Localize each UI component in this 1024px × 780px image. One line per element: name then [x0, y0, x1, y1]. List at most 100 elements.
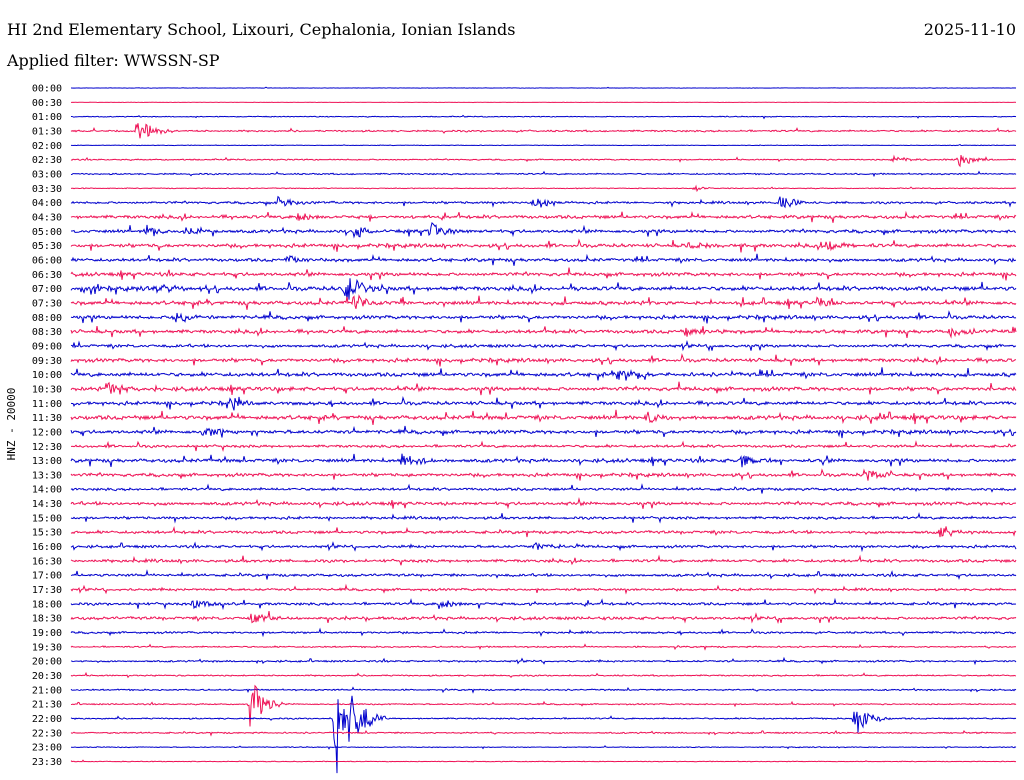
row-time-label: 00:00 [32, 84, 62, 95]
row-time-label: 19:00 [32, 628, 62, 639]
row-time-label: 22:30 [32, 728, 62, 739]
trace-line-1000 [70, 367, 1017, 381]
trace-line-2030 [70, 671, 1017, 679]
row-time-label: 16:00 [32, 542, 62, 553]
trace-line-1100 [70, 396, 1017, 411]
row-time-label: 07:30 [32, 298, 62, 309]
trace-line-2300 [70, 745, 1017, 750]
row-time-label: 03:30 [32, 184, 62, 195]
trace-line-1700 [70, 569, 1017, 580]
trace-line-1800 [70, 597, 1017, 611]
trace-line-1300 [70, 453, 1017, 468]
trace-line-1900 [70, 627, 1017, 638]
row-time-label: 11:30 [32, 413, 62, 424]
row-time-label: 09:00 [32, 341, 62, 352]
trace-line-1830 [70, 611, 1017, 624]
row-time-label: 17:00 [32, 571, 62, 582]
trace-line-1230 [70, 440, 1017, 452]
row-time-label: 21:00 [32, 685, 62, 696]
row-time-label: 07:00 [32, 284, 62, 295]
row-time-label: 04:00 [32, 198, 62, 209]
row-time-label: 03:00 [32, 169, 62, 180]
row-time-label: 05:30 [32, 241, 62, 252]
trace-line-0500 [70, 221, 1017, 239]
y-axis-label: HNZ - 20000 [5, 388, 18, 461]
trace-line-1330 [70, 468, 1017, 481]
filter-label: Applied filter: WWSSN-SP [7, 51, 220, 70]
trace-line-0100 [70, 114, 1017, 120]
row-time-label: 04:30 [32, 212, 62, 223]
row-time-label: 15:00 [32, 513, 62, 524]
row-time-label: 01:00 [32, 112, 62, 123]
trace-line-0530 [70, 238, 1017, 253]
row-time-label: 10:00 [32, 370, 62, 381]
trace-line-2130 [70, 684, 1017, 727]
trace-line-0000 [70, 86, 1017, 89]
trace-line-0700 [70, 278, 1017, 301]
row-time-label: 18:00 [32, 599, 62, 610]
row-time-label: 02:30 [32, 155, 62, 166]
trace-line-1730 [70, 583, 1017, 595]
trace-line-1530 [70, 526, 1017, 538]
row-time-label: 17:30 [32, 585, 62, 596]
trace-line-1430 [70, 497, 1017, 510]
row-time-label: 13:30 [32, 470, 62, 481]
trace-line-2330 [70, 759, 1017, 763]
trace-line-0900 [70, 339, 1017, 352]
trace-line-1200 [70, 425, 1017, 439]
chart-title: HI 2nd Elementary School, Lixouri, Cepha… [7, 20, 516, 39]
trace-line-1630 [70, 554, 1017, 566]
row-time-label: 12:00 [32, 427, 62, 438]
chart-date: 2025-11-10 [923, 20, 1016, 39]
trace-line-0630 [70, 267, 1017, 281]
row-time-label: 08:00 [32, 313, 62, 324]
row-time-label: 06:00 [32, 255, 62, 266]
trace-line-0330 [70, 184, 1017, 193]
row-time-label: 10:30 [32, 384, 62, 395]
trace-line-0300 [70, 170, 1017, 178]
row-time-label: 23:00 [32, 743, 62, 754]
row-time-label: 01:30 [32, 126, 62, 137]
row-time-label: 14:00 [32, 485, 62, 496]
trace-group [70, 86, 1017, 774]
row-time-label: 18:30 [32, 614, 62, 625]
trace-line-1600 [70, 541, 1017, 553]
row-time-label: 14:30 [32, 499, 62, 510]
row-time-label: 16:30 [32, 556, 62, 567]
trace-line-2100 [70, 686, 1017, 694]
row-time-label: 12:30 [32, 442, 62, 453]
row-time-label: 00:30 [32, 98, 62, 109]
row-time-label: 23:30 [32, 757, 62, 768]
trace-line-1930 [70, 643, 1017, 651]
trace-line-0600 [70, 253, 1017, 266]
trace-line-0230 [70, 154, 1017, 168]
row-time-label: 15:30 [32, 528, 62, 539]
row-time-label: 20:30 [32, 671, 62, 682]
trace-line-1500 [70, 512, 1017, 524]
row-time-label: 05:00 [32, 227, 62, 238]
row-time-label: 22:00 [32, 714, 62, 725]
row-time-label: 08:30 [32, 327, 62, 338]
row-time-label: 13:00 [32, 456, 62, 467]
row-time-label: 09:30 [32, 356, 62, 367]
trace-line-0800 [70, 310, 1017, 324]
row-time-label: 06:30 [32, 270, 62, 281]
trace-line-0400 [70, 195, 1017, 209]
trace-line-1130 [70, 409, 1017, 426]
trace-line-0730 [70, 294, 1017, 310]
trace-line-1030 [70, 381, 1017, 396]
row-time-label: 11:00 [32, 399, 62, 410]
row-time-label: 21:30 [32, 700, 62, 711]
trace-line-0430 [70, 210, 1017, 223]
trace-line-0200 [70, 143, 1017, 147]
row-time-label: 20:00 [32, 657, 62, 668]
trace-line-0930 [70, 353, 1017, 367]
trace-line-0830 [70, 325, 1017, 339]
trace-line-0130 [70, 123, 1017, 139]
row-time-label: 02:00 [32, 141, 62, 152]
trace-line-2000 [70, 656, 1017, 666]
trace-line-1400 [70, 483, 1017, 494]
row-time-label: 19:30 [32, 642, 62, 653]
trace-line-2230 [70, 729, 1017, 737]
